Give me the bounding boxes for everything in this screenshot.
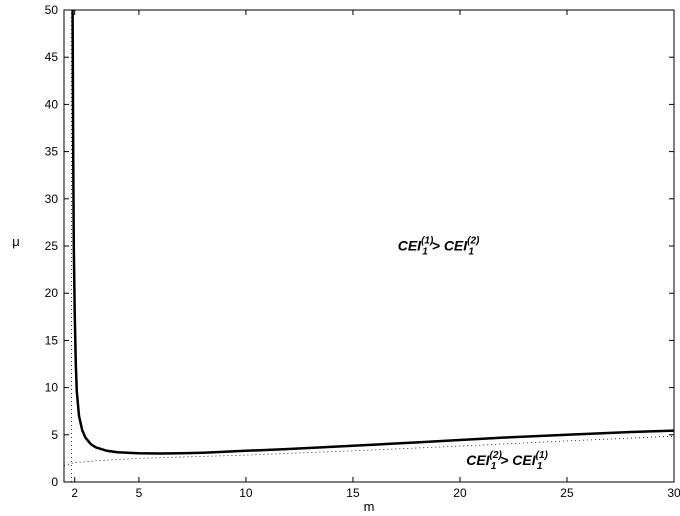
x-tick-label: 10 xyxy=(239,486,253,500)
x-tick-label: 15 xyxy=(346,486,360,500)
y-tick-label: 45 xyxy=(45,50,59,64)
series-line-1 xyxy=(71,9,675,455)
x-tick-label: 30 xyxy=(667,486,680,500)
y-tick-label: 15 xyxy=(45,333,59,347)
x-tick-label: 5 xyxy=(136,486,143,500)
series-group xyxy=(63,9,675,482)
x-axis-label: m xyxy=(364,499,375,514)
y-tick-label: 25 xyxy=(45,239,59,253)
y-tick-label: 10 xyxy=(45,381,59,395)
x-tick-label: 2 xyxy=(71,486,78,500)
region-label-2: CEI(2) 1 > CEI(1) 1 xyxy=(466,450,548,472)
y-tick-label: 35 xyxy=(45,145,59,159)
x-tick-label: 25 xyxy=(560,486,574,500)
y-tick-label: 0 xyxy=(51,475,58,489)
y-tick-label: 5 xyxy=(51,428,58,442)
annotations-group: CEI(1) 1 > CEI(2) 1 CEI(2) 1 > CEI(1) 1 xyxy=(398,236,549,472)
y-tick-label: 30 xyxy=(45,192,59,206)
plot-area xyxy=(63,9,675,483)
y-tick-label: 50 xyxy=(45,3,59,17)
x-tick-label: 20 xyxy=(453,486,467,500)
y-tick-label: 20 xyxy=(45,286,59,300)
y-axis-label: μ xyxy=(12,234,20,249)
y-tick-label: 40 xyxy=(45,97,59,111)
region-label-1: CEI(1) 1 > CEI(2) 1 xyxy=(398,236,480,258)
